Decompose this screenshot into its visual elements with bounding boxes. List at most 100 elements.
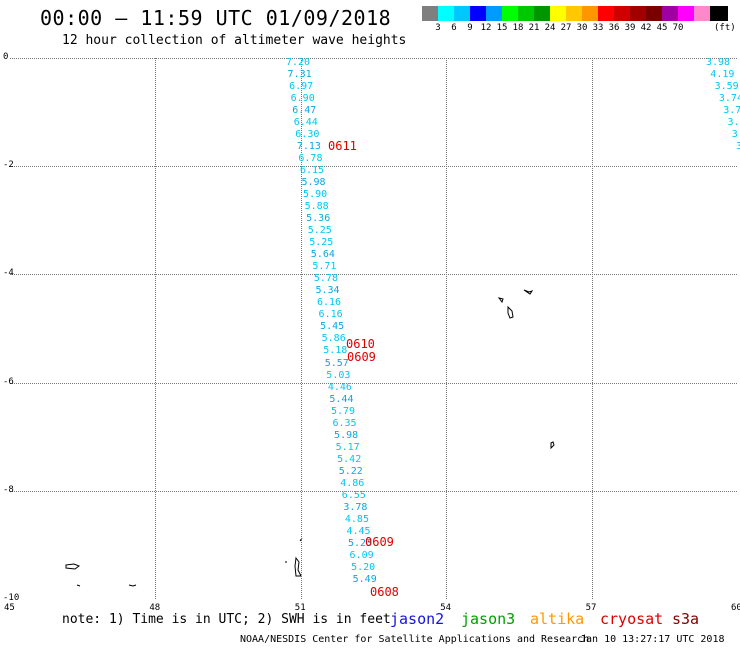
wave-height-value: 5.57 xyxy=(324,357,349,369)
longitude-label: 51 xyxy=(294,603,306,613)
wave-height-value: 5.03 xyxy=(326,369,351,381)
wave-height-value: 6.97 xyxy=(289,81,314,93)
color-swatch xyxy=(518,6,536,21)
color-scale-label: 21 xyxy=(528,23,540,33)
color-scale-label: 30 xyxy=(576,23,588,33)
wave-height-value: 3.78 xyxy=(723,105,740,116)
color-swatch xyxy=(550,6,568,21)
wave-height-value: 5.25 xyxy=(309,237,334,249)
grid-line-latitude xyxy=(10,382,737,384)
color-swatch xyxy=(614,6,632,21)
color-scale-label: 45 xyxy=(656,23,668,33)
color-swatch xyxy=(438,6,456,21)
coastline-islands-east xyxy=(497,289,555,450)
wave-height-value: 6.47 xyxy=(292,105,317,117)
grid-line-latitude xyxy=(10,274,737,276)
wave-height-value: 4.46 xyxy=(327,381,352,393)
color-scale-label: 3 xyxy=(435,23,441,33)
color-scale-label: 33 xyxy=(592,23,604,33)
color-swatch xyxy=(566,6,584,21)
wave-height-value: 7.31 xyxy=(287,69,312,81)
longitude-label: 48 xyxy=(149,603,161,613)
color-swatch xyxy=(502,6,520,21)
map-plot-area: 7.20 7.31 6.97 6.90 6.47 6.44 6.30 7.13 6.78 6.15… xyxy=(10,57,740,599)
grid-line-latitude xyxy=(10,58,737,59)
grid-line-latitude xyxy=(10,490,737,492)
latitude-label: -10 xyxy=(3,593,20,603)
satellite-legend-cryosat: cryosat xyxy=(600,610,664,628)
latitude-label: -8 xyxy=(3,484,14,495)
wave-height-value: 6.15 xyxy=(299,165,325,177)
wave-height-value: 6.90 xyxy=(290,93,315,105)
wave-height-value: 6.16 xyxy=(318,309,343,321)
color-swatch xyxy=(582,6,600,21)
wave-height-value: 5.42 xyxy=(337,453,362,465)
wave-height-value: 5.49 xyxy=(352,573,377,585)
latitude-label: -4 xyxy=(3,268,14,279)
wave-height-value: 5.36 xyxy=(306,213,331,225)
color-scale-label: 18 xyxy=(512,23,524,33)
satellite-legend-s3a: s3a xyxy=(672,610,700,628)
wave-height-value: 5.18 xyxy=(323,345,348,357)
color-swatch xyxy=(534,6,552,21)
wave-height-value: 6.78 xyxy=(298,153,323,165)
wave-height-value: 3.74 xyxy=(718,93,740,104)
color-scale-unit: (ft) xyxy=(714,23,736,33)
latitude-label: 0 xyxy=(3,52,9,62)
wave-height-value: 5.20 xyxy=(351,561,376,573)
wave-height-value: 5.17 xyxy=(335,441,360,453)
latitude-label: -6 xyxy=(3,376,14,387)
grid-line-longitude xyxy=(591,58,593,599)
wave-height-value: 5.86 xyxy=(321,333,346,345)
pass-time-label: 0608 xyxy=(370,585,399,599)
color-scale-label: 36 xyxy=(608,23,620,33)
satellite-legend-jason2: jason2 xyxy=(390,610,445,628)
wave-height-value: 5.98 xyxy=(301,177,326,189)
pass-time-label: 0609 xyxy=(365,535,394,549)
wave-height-value: 6.16 xyxy=(317,297,342,309)
color-scale-label: 42 xyxy=(640,23,652,33)
footnote: note: 1) Time is in UTC; 2) SWH is in fe… xyxy=(62,612,391,627)
color-scale-label: 24 xyxy=(544,23,556,33)
color-scale-label: 15 xyxy=(496,23,508,33)
wave-height-value: 5.34 xyxy=(315,285,340,297)
wave-height-value: 5.45 xyxy=(320,321,345,333)
color-scale-label: 39 xyxy=(624,23,636,33)
map-subtitle: 12 hour collection of altimeter wave hei… xyxy=(62,33,407,48)
color-swatch xyxy=(470,6,488,21)
wave-height-value: 5.23 xyxy=(348,537,373,549)
pass-time-label: 0609 xyxy=(347,350,376,364)
longitude-label: 60 xyxy=(731,603,740,613)
wave-height-value: 5.71 xyxy=(312,261,337,273)
wave-height-value: 3.97 xyxy=(727,117,740,128)
satellite-legend-altika: altika xyxy=(530,610,585,628)
grid-line-latitude xyxy=(10,166,737,168)
wave-height-value: 4.19 xyxy=(710,69,735,80)
wave-height-value: 3.9 xyxy=(731,129,740,140)
wave-height-value: 6.44 xyxy=(293,117,318,129)
color-swatch xyxy=(454,6,472,21)
color-scale-label: 12 xyxy=(480,23,492,33)
color-swatch xyxy=(694,6,712,21)
wave-height-value: 5.79 xyxy=(330,405,356,417)
wave-height-value: 3.78 xyxy=(343,501,368,513)
wave-height-value: 6.09 xyxy=(349,549,374,561)
wave-height-value: 3.6 xyxy=(736,141,740,152)
grid-line-longitude xyxy=(446,58,448,599)
wave-height-value: 5.44 xyxy=(329,393,354,405)
color-scale-label: 27 xyxy=(560,23,572,33)
wave-height-value: 5.98 xyxy=(334,429,359,441)
satellite-legend-jason3: jason3 xyxy=(461,610,516,628)
wave-height-value: 6.30 xyxy=(295,129,320,141)
color-scale-label: 6 xyxy=(451,23,457,33)
wave-height-value: 7.20 xyxy=(286,57,311,68)
map-frame xyxy=(10,58,737,599)
color-swatch xyxy=(646,6,664,21)
color-swatch xyxy=(598,6,616,21)
wave-height-value: 5.88 xyxy=(304,201,329,213)
wave-height-value: 4.45 xyxy=(346,525,371,537)
grid-line-longitude xyxy=(155,58,157,599)
color-scale-label: 70 xyxy=(672,23,684,33)
wave-height-value: 3.98 xyxy=(706,57,731,68)
color-swatch xyxy=(630,6,648,21)
